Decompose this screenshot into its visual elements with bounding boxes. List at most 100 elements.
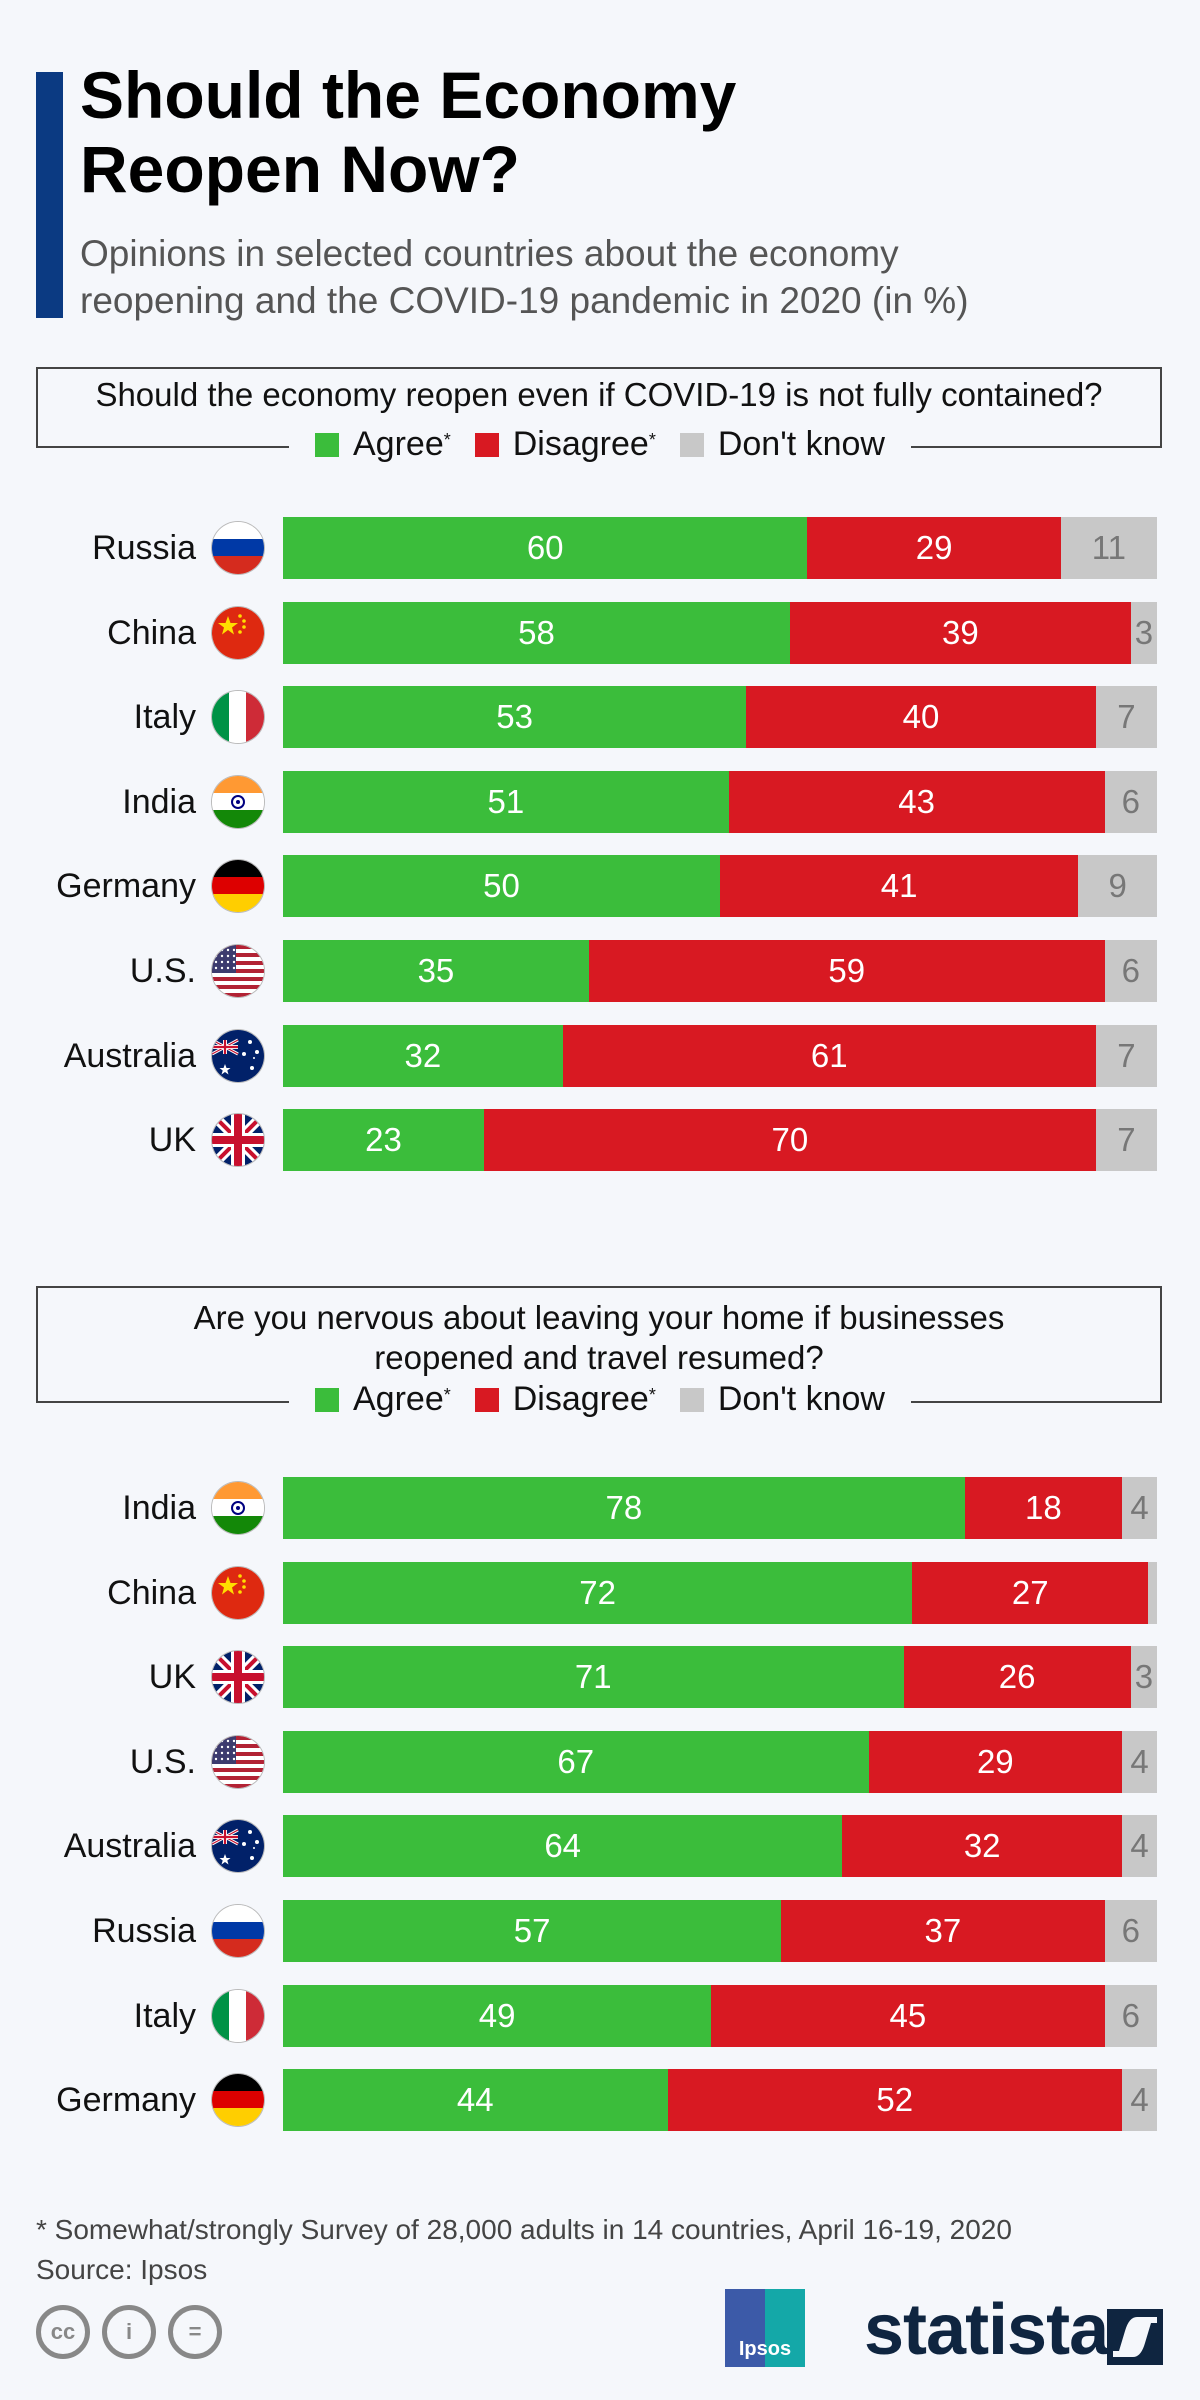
chart-row: China 58 39 3 (0, 602, 1200, 664)
country-label: Germany (56, 867, 196, 905)
dont-know-segment: 6 (1104, 1985, 1157, 2047)
agree-segment: 44 (283, 2069, 668, 2131)
dont-know-segment (1148, 1562, 1157, 1624)
disagree-segment: 26 (903, 1646, 1131, 1708)
question-line: Are you nervous about leaving your home … (193, 1299, 1005, 1336)
agree-segment: 72 (283, 1562, 913, 1624)
germany-flag-icon (212, 2074, 264, 2126)
ipsos-logo-text: Ipsos (738, 2338, 792, 2360)
disagree-segment: 45 (711, 1985, 1105, 2047)
dont-know-segment: 6 (1104, 771, 1157, 833)
subtitle-line: Opinions in selected countries about the… (80, 233, 899, 274)
legend-1: Agree * Disagree * Don't know (0, 425, 1200, 464)
italy-flag-icon (212, 691, 264, 743)
legend-label: Agree (353, 425, 444, 463)
disagree-swatch-icon (474, 432, 499, 457)
stacked-bar: 60 29 11 (283, 517, 1157, 579)
legend-label: Disagree (512, 425, 649, 463)
agree-segment: 23 (283, 1109, 485, 1171)
stacked-bar: 49 45 6 (283, 1985, 1157, 2047)
china-flag-icon (212, 607, 264, 659)
disagree-segment: 52 (667, 2069, 1123, 2131)
chart-row: U.S. 67 29 4 (0, 1731, 1200, 1793)
uk-flag-icon (212, 1114, 264, 1166)
legend-label: Don't know (717, 1380, 885, 1418)
disagree-segment: 39 (789, 602, 1131, 664)
ipsos-logo-right (765, 2289, 805, 2367)
chart-row: Russia 60 29 11 (0, 517, 1200, 579)
dont-know-segment: 7 (1095, 1025, 1157, 1087)
legend-item-dont-know: Don't know (679, 425, 885, 464)
title-line: Should the Economy (80, 58, 737, 132)
agree-segment: 32 (283, 1025, 563, 1087)
dont-know-swatch-icon (679, 432, 704, 457)
stacked-bar: 58 39 3 (283, 602, 1157, 664)
country-label: Australia (63, 1827, 196, 1865)
country-label: U.S. (129, 1743, 196, 1781)
agree-segment: 64 (283, 1815, 843, 1877)
footnote-text: * Somewhat/strongly Survey of 28,000 adu… (36, 2214, 1012, 2245)
disagree-segment: 41 (720, 855, 1079, 917)
country-label: Germany (56, 2081, 196, 2119)
no-derivatives-icon[interactable]: = (168, 2305, 222, 2359)
agree-swatch-icon (315, 1387, 339, 1412)
disagree-segment: 27 (912, 1562, 1149, 1624)
chart-row: UK 71 26 3 (0, 1646, 1200, 1708)
stacked-bar: 44 52 4 (283, 2069, 1157, 2131)
source-text: Source: Ipsos (36, 2254, 208, 2285)
disagree-segment: 59 (588, 940, 1105, 1002)
country-label: India (122, 1489, 196, 1527)
country-label: UK (148, 1121, 196, 1159)
dont-know-segment: 3 (1130, 602, 1157, 664)
agree-segment: 58 (283, 602, 790, 664)
italy-flag-icon (212, 1990, 264, 2042)
stacked-bar: 78 18 4 (283, 1477, 1157, 1539)
question-box-1: Should the economy reopen even if COVID-… (36, 367, 1162, 447)
legend-item-disagree: Disagree * (474, 1380, 656, 1419)
disagree-segment: 29 (807, 517, 1061, 579)
legend-2: Agree * Disagree * Don't know (0, 1380, 1200, 1419)
russia-flag-icon (212, 1905, 264, 1957)
title-line: Reopen Now? (80, 132, 520, 206)
dont-know-segment: 4 (1122, 2069, 1157, 2131)
stacked-bar: 50 41 9 (283, 855, 1157, 917)
agree-segment: 57 (283, 1900, 782, 1962)
chart-row: Australia 32 61 7 (0, 1025, 1200, 1087)
question-line: reopened and travel resumed? (374, 1339, 824, 1376)
attribution-icon[interactable]: i (102, 2305, 156, 2359)
stacked-bar: 32 61 7 (283, 1025, 1157, 1087)
disagree-swatch-icon (474, 1387, 499, 1412)
india-flag-icon (212, 776, 264, 828)
chart-row: UK 23 70 7 (0, 1109, 1200, 1171)
disagree-segment: 29 (868, 1731, 1123, 1793)
chart-row: Germany 44 52 4 (0, 2069, 1200, 2131)
subtitle-line: reopening and the COVID-19 pandemic in 2… (80, 280, 969, 321)
question-text: Should the economy reopen even if COVID-… (38, 369, 1160, 415)
disagree-segment: 37 (781, 1900, 1105, 1962)
chart-row: India 78 18 4 (0, 1477, 1200, 1539)
legend-label: Agree (353, 1380, 444, 1418)
dont-know-segment: 6 (1104, 940, 1157, 1002)
russia-flag-icon (212, 522, 264, 574)
dont-know-segment: 3 (1130, 1646, 1157, 1708)
legend-label: Don't know (717, 425, 885, 463)
dont-know-segment: 7 (1095, 686, 1157, 748)
country-label: India (122, 783, 196, 821)
legend-items: Agree * Disagree * Don't know (289, 425, 911, 464)
country-label: Russia (92, 1912, 196, 1950)
country-label: U.S. (129, 952, 196, 990)
country-label: Australia (63, 1037, 196, 1075)
legend-mark: * (648, 430, 656, 450)
disagree-segment: 32 (842, 1815, 1123, 1877)
legend-item-agree: Agree * (315, 425, 451, 464)
statista-logo[interactable]: statista (864, 2290, 1109, 2370)
australia-flag-icon (212, 1820, 264, 1872)
disagree-segment: 70 (484, 1109, 1096, 1171)
page-title: Should the Economy Reopen Now? (80, 58, 736, 206)
creative-commons-icon[interactable]: cc (36, 2305, 90, 2359)
us-flag-icon (212, 945, 264, 997)
ipsos-logo: Ipsos (725, 2289, 805, 2367)
agree-segment: 49 (283, 1985, 712, 2047)
stacked-bar: 23 70 7 (283, 1109, 1157, 1171)
agree-segment: 78 (283, 1477, 965, 1539)
